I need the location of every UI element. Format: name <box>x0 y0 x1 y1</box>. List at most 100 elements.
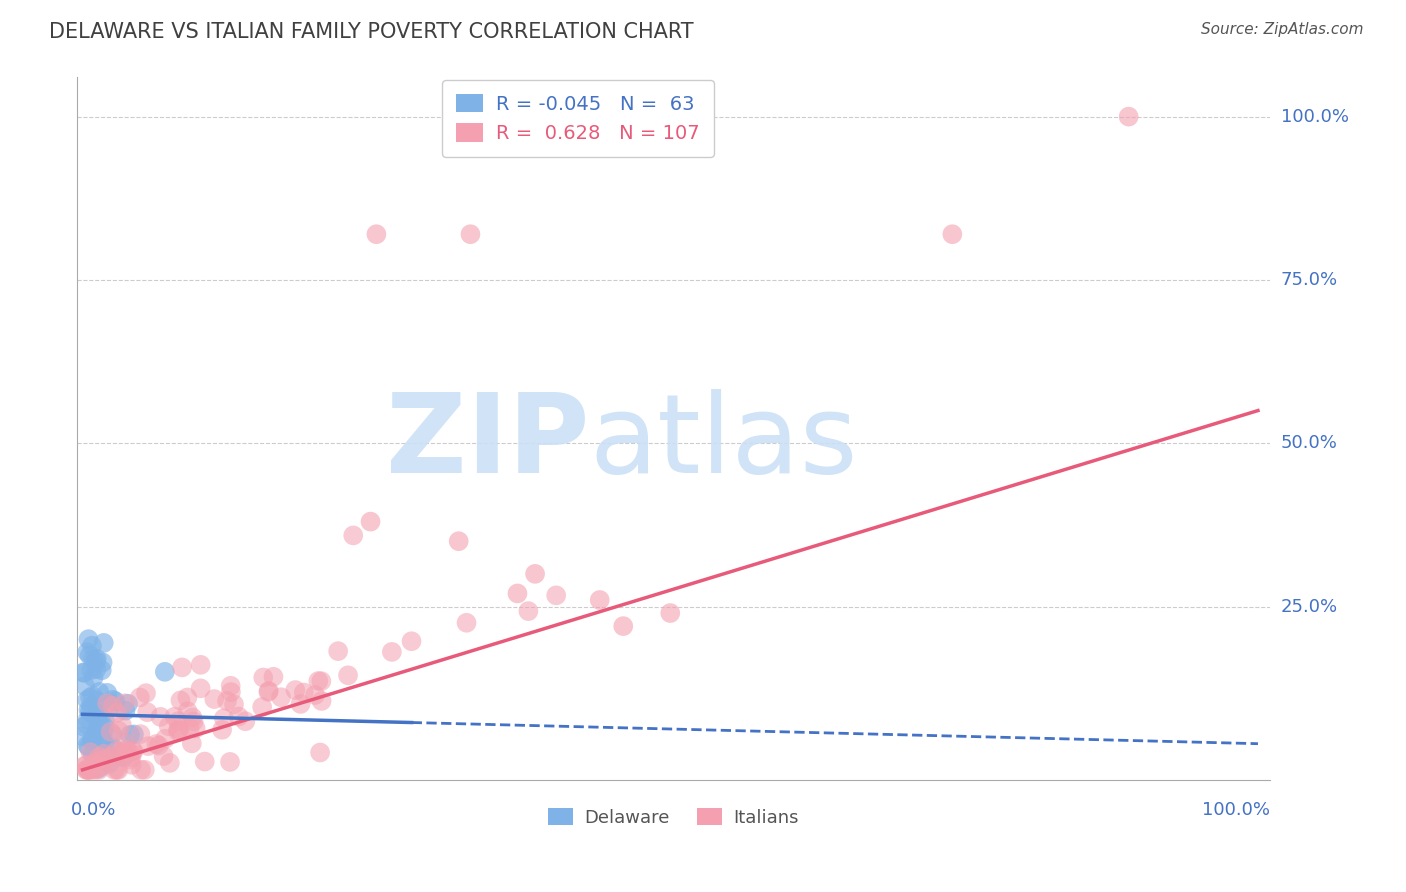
Point <box>80 732 103 747</box>
Point <box>77 740 100 755</box>
Point <box>360 515 382 529</box>
Point <box>659 606 682 620</box>
Point <box>101 749 124 764</box>
Point <box>75 758 97 772</box>
Point <box>211 723 233 737</box>
Point <box>122 744 145 758</box>
Point <box>91 656 114 670</box>
Point <box>90 733 112 747</box>
Point <box>190 657 212 672</box>
Point <box>202 692 225 706</box>
Point <box>77 632 100 647</box>
Point <box>460 227 482 242</box>
Point <box>75 679 97 693</box>
Point <box>222 698 245 712</box>
Point <box>96 686 118 700</box>
Point <box>121 744 143 758</box>
Point <box>100 698 122 712</box>
Point <box>76 739 98 753</box>
Point <box>114 745 136 759</box>
Text: Source: ZipAtlas.com: Source: ZipAtlas.com <box>1201 22 1364 37</box>
Point <box>176 704 198 718</box>
Point <box>250 700 273 714</box>
Point <box>257 685 280 699</box>
Point <box>167 714 190 729</box>
Point <box>72 730 94 744</box>
Point <box>90 711 112 725</box>
Point <box>589 593 612 607</box>
Point <box>73 665 96 680</box>
Point <box>84 755 107 769</box>
Text: 75.0%: 75.0% <box>1281 271 1339 289</box>
Point <box>219 755 242 769</box>
Point <box>148 739 170 753</box>
Point <box>110 745 132 759</box>
Point <box>114 696 136 710</box>
Point <box>100 724 122 739</box>
Point <box>118 753 141 767</box>
Point <box>263 670 285 684</box>
Point <box>183 714 205 729</box>
Point <box>311 694 333 708</box>
Point <box>93 738 115 752</box>
Point <box>105 744 128 758</box>
Point <box>77 763 100 777</box>
Text: DELAWARE VS ITALIAN FAMILY POVERTY CORRELATION CHART: DELAWARE VS ITALIAN FAMILY POVERTY CORRE… <box>49 22 693 42</box>
Point <box>91 724 114 739</box>
Point <box>79 648 101 663</box>
Point <box>149 710 172 724</box>
Point <box>90 663 112 677</box>
Point <box>89 763 111 777</box>
Point <box>82 689 104 703</box>
Point <box>166 724 188 739</box>
Point <box>342 528 364 542</box>
Point <box>120 750 142 764</box>
Point <box>163 710 186 724</box>
Point <box>157 719 180 733</box>
Point <box>82 747 104 762</box>
Point <box>86 652 108 666</box>
Point <box>135 686 157 700</box>
Point <box>80 663 103 677</box>
Point <box>89 685 111 699</box>
Point <box>82 652 104 666</box>
Point <box>120 728 142 742</box>
Point <box>93 636 115 650</box>
Point <box>75 763 97 777</box>
Point <box>215 694 238 708</box>
Point <box>83 757 105 772</box>
Point <box>94 713 117 727</box>
Point <box>212 711 235 725</box>
Text: atlas: atlas <box>589 389 858 496</box>
Point <box>83 756 105 771</box>
Point <box>117 697 139 711</box>
Point <box>101 727 124 741</box>
Point <box>87 761 110 775</box>
Point <box>941 227 963 242</box>
Point <box>167 723 190 738</box>
Point <box>167 722 190 736</box>
Point <box>79 763 101 777</box>
Point <box>84 763 107 777</box>
Point <box>103 741 125 756</box>
Point <box>87 706 110 721</box>
Point <box>111 747 134 761</box>
Point <box>366 227 388 242</box>
Point <box>170 660 193 674</box>
Point <box>76 717 98 731</box>
Point <box>98 756 121 771</box>
Point <box>80 734 103 748</box>
Point <box>91 731 114 745</box>
Point <box>381 645 404 659</box>
Point <box>93 745 115 759</box>
Point <box>86 724 108 739</box>
Point <box>546 588 568 602</box>
Point <box>108 748 131 763</box>
Point <box>96 696 118 710</box>
Point <box>447 534 470 549</box>
Point <box>84 654 107 668</box>
Point <box>309 746 332 760</box>
Point <box>284 683 307 698</box>
Point <box>179 721 201 735</box>
Point <box>84 710 107 724</box>
